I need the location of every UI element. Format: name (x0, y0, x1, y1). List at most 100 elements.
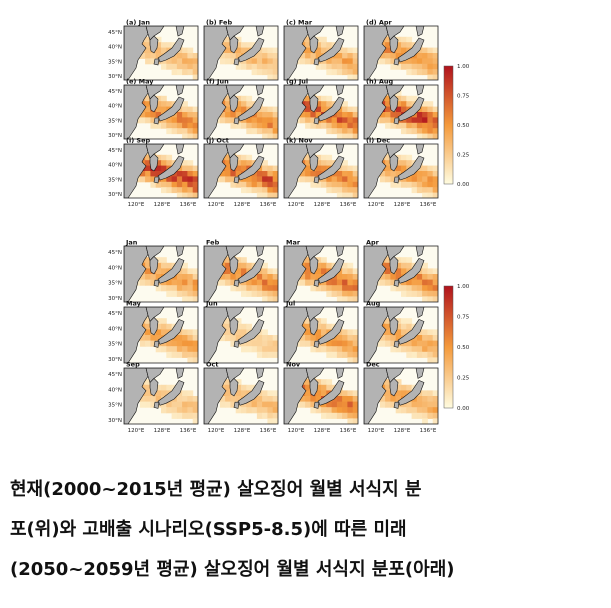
habitat-cell (326, 323, 333, 330)
hokkaido (335, 144, 345, 155)
habitat-cell (150, 122, 157, 129)
habitat-cell (225, 154, 231, 161)
habitat-cell (241, 101, 247, 108)
habitat-cell (267, 285, 274, 292)
habitat-cell (432, 296, 438, 302)
habitat-cell (267, 187, 274, 194)
habitat-cell (176, 171, 183, 177)
habitat-cell (192, 122, 198, 129)
kyushu (153, 279, 160, 287)
habitat-cell (235, 318, 242, 325)
habitat-cell (171, 112, 178, 118)
hokkaido (255, 144, 265, 155)
habitat-cell (326, 279, 333, 286)
map-panel: (k) Nov 120°E 128°E 136°E (283, 137, 359, 208)
habitat-cell (235, 390, 242, 397)
habitat-cell (235, 384, 242, 391)
habitat-cell (432, 74, 438, 80)
panel-title: (b) Feb (206, 19, 232, 27)
japan-honshu (157, 380, 185, 406)
habitat-cell (416, 187, 423, 194)
habitat-cell (406, 257, 413, 264)
habitat-cell (225, 176, 231, 183)
habitat-cell (145, 154, 151, 161)
figure-caption: 현재(2000~2015년 평균) 살오징어 월별 서식지 분 포(위)와 고배… (10, 470, 605, 590)
habitat-cell (390, 285, 397, 292)
habitat-cell (230, 335, 237, 342)
panel-frame (363, 143, 439, 199)
habitat-cell (256, 181, 263, 188)
habitat-cell (331, 335, 338, 342)
habitat-cell (315, 160, 322, 167)
colorbar: 1.00 0.75 0.50 0.25 0.00 (443, 284, 470, 412)
map-panel: Jun (203, 300, 279, 364)
habitat-cell (241, 323, 247, 330)
panel-title: (e) May (126, 78, 154, 86)
habitat-cell (145, 36, 151, 43)
habitat-cell (225, 160, 231, 167)
map-panel: (d) Apr (363, 19, 439, 81)
hokkaido (175, 85, 185, 96)
habitat-cell (241, 106, 247, 113)
habitat-cell (267, 390, 274, 397)
habitat-cell (432, 401, 438, 408)
habitat-cell (241, 329, 247, 336)
habitat-cell (187, 357, 194, 363)
habitat-cell (187, 106, 194, 113)
habitat-cell (379, 171, 386, 177)
habitat-cell (347, 122, 354, 129)
habitat-cell (192, 165, 198, 172)
habitat-cell (342, 133, 348, 139)
habitat-cell (347, 165, 354, 172)
habitat-cell (427, 268, 434, 275)
habitat-cell (262, 351, 268, 358)
habitat-cell (310, 58, 317, 65)
habitat-cell (299, 53, 306, 59)
habitat-cell (401, 346, 407, 353)
habitat-cell (187, 122, 194, 129)
habitat-cell (182, 176, 188, 183)
habitat-cell (395, 396, 402, 403)
habitat-cell (401, 407, 407, 414)
korean-peninsula (309, 316, 319, 336)
habitat-cell (262, 176, 268, 183)
habitat-cell (411, 53, 418, 59)
lon-tick-label: 128°E (394, 202, 411, 208)
habitat-cell (161, 279, 167, 286)
habitat-cell (395, 90, 402, 97)
habitat-cell (256, 335, 263, 342)
habitat-cell (401, 47, 407, 54)
habitat-cell (416, 351, 423, 358)
habitat-cell (161, 63, 167, 70)
habitat-cell (406, 128, 413, 135)
lon-tick-label: 136°E (340, 202, 357, 208)
habitat-cell (390, 117, 397, 124)
hokkaido (255, 246, 265, 257)
habitat-cell (336, 133, 343, 139)
habitat-cell (145, 58, 151, 65)
habitat-cell (422, 401, 428, 408)
habitat-cell (219, 335, 226, 342)
lat-tick-label: 40°N (108, 326, 122, 332)
habitat-cell (176, 181, 183, 188)
habitat-cell (416, 53, 423, 59)
habitat-cell (267, 340, 274, 347)
habitat-cell (225, 171, 231, 177)
habitat-cell (310, 396, 317, 403)
habitat-cell (187, 128, 194, 135)
habitat-cell (262, 117, 268, 124)
habitat-cell (427, 346, 434, 353)
habitat-cell (406, 340, 413, 347)
habitat-cell (225, 47, 231, 54)
habitat-cell (315, 379, 322, 386)
habitat-cell (171, 346, 178, 353)
habitat-cell (171, 181, 178, 188)
habitat-cell (145, 257, 151, 264)
habitat-cell (262, 285, 268, 292)
habitat-cell (262, 122, 268, 129)
habitat-cell (401, 279, 407, 286)
habitat-cell (432, 122, 438, 129)
korean-peninsula (309, 153, 319, 172)
habitat-cell (251, 340, 258, 347)
kyushu (233, 117, 240, 125)
